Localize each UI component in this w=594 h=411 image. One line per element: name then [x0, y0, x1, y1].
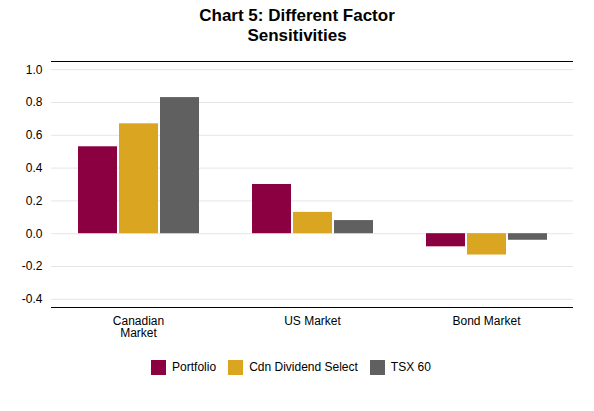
svg-text:0.2: 0.2	[26, 194, 43, 208]
svg-text:-0.4: -0.4	[22, 292, 43, 306]
svg-text:CanadianMarket: CanadianMarket	[113, 314, 164, 340]
svg-text:US Market: US Market	[284, 314, 341, 328]
svg-text:-0.2: -0.2	[22, 259, 43, 273]
svg-text:0.0: 0.0	[26, 226, 43, 240]
html-text:Chart 5: Different Factor Sens: Chart 5: Different Factor Sensitivities	[199, 6, 395, 46]
html-text:Cdn Dividend Select: Cdn Dividend Select	[249, 360, 358, 375]
svg-text:1.0: 1.0	[26, 62, 43, 76]
svg-text:Bond Market: Bond Market	[452, 314, 521, 328]
svg-text:0.4: 0.4	[26, 161, 43, 175]
html-text:Portfolio: Portfolio	[172, 360, 217, 375]
html-text:TSX 60: TSX 60	[390, 360, 431, 375]
svg-text:0.6: 0.6	[26, 128, 43, 142]
svg-text:0.8: 0.8	[26, 95, 43, 109]
